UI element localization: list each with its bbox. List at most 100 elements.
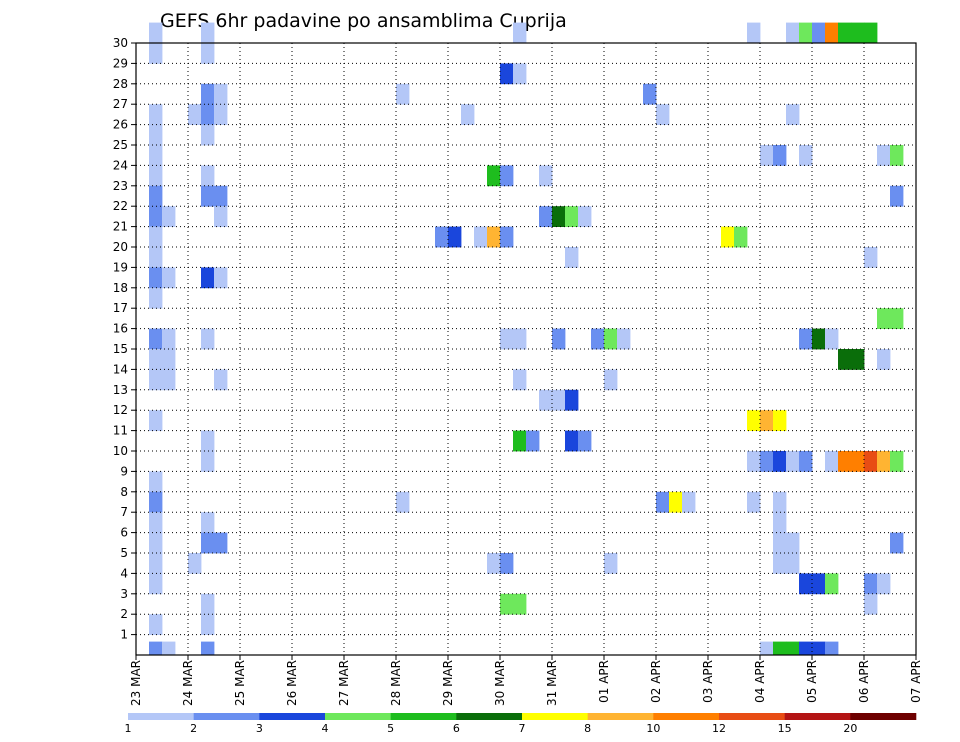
x-tick-label: 03 APR: [701, 660, 715, 703]
y-tick-label: 20: [113, 240, 128, 254]
heatmap-cell: [149, 410, 163, 431]
heatmap-cell: [760, 145, 774, 166]
legend-color-segment: [193, 713, 260, 720]
x-tick-label: 23 MAR: [129, 660, 143, 706]
heatmap-cell: [890, 451, 904, 472]
heatmap-cell: [786, 22, 800, 44]
heatmap-cell: [838, 349, 852, 370]
heatmap-cell: [396, 491, 410, 513]
heatmap-cell: [162, 349, 176, 370]
y-tick-label: 12: [113, 403, 128, 417]
heatmap-cell: [890, 532, 904, 554]
heatmap-cell: [890, 145, 904, 166]
heatmap-cell: [513, 369, 527, 391]
heatmap-cell: [786, 641, 800, 655]
legend-color-segment: [259, 713, 326, 720]
y-tick-label: 10: [113, 444, 128, 458]
heatmap-cell: [487, 226, 501, 248]
heatmap-cell: [565, 430, 579, 452]
y-tick-label: 17: [113, 301, 128, 315]
heatmap-cell: [773, 451, 787, 472]
chart-title: GEFS 6hr padavine po ansamblima Cuprija: [160, 10, 567, 32]
heatmap-cell: [539, 206, 553, 227]
heatmap-cell: [162, 641, 176, 655]
heatmap-cell: [760, 451, 774, 472]
heatmap-cell: [578, 206, 592, 227]
legend-label: 6: [453, 722, 460, 735]
heatmap-cell: [149, 512, 163, 533]
legend-label: 10: [646, 722, 660, 735]
heatmap-cell: [669, 491, 683, 513]
heatmap-cell: [799, 22, 813, 44]
legend-color-segment: [128, 713, 194, 720]
heatmap-cell: [214, 206, 228, 227]
heatmap-cell: [201, 165, 215, 187]
heatmap-cell: [149, 247, 163, 268]
y-tick-label: 19: [113, 260, 128, 274]
heatmap-cell: [890, 185, 904, 207]
heatmap-cell: [591, 328, 605, 350]
heatmap-cell: [149, 614, 163, 635]
heatmap-cell: [500, 328, 514, 350]
heatmap-cell: [201, 185, 215, 207]
heatmap-cell: [149, 124, 163, 146]
heatmap-cell: [552, 328, 566, 350]
heatmap-cell: [149, 206, 163, 227]
legend-color-segment: [719, 713, 785, 720]
heatmap-cell: [162, 328, 176, 350]
heatmap-cell: [565, 206, 579, 227]
heatmap-cell: [877, 451, 891, 472]
heatmap-cell: [552, 206, 566, 227]
x-axis-ticks: 23 MAR 24 MAR 25 MAR 26 MAR 27 MAR 28 MAR 29 M…: [129, 655, 923, 706]
heatmap-cell: [747, 491, 761, 513]
heatmap-cell: [500, 226, 514, 248]
x-tick-label: 31 MAR: [545, 660, 559, 706]
heatmap-cell: [838, 22, 852, 44]
heatmap-cell: [149, 491, 163, 513]
heatmap-cell: [773, 145, 787, 166]
y-tick-label: 16: [113, 322, 128, 336]
heatmap-cell: [149, 185, 163, 207]
heatmap-cell: [799, 641, 813, 655]
legend-label: 7: [519, 722, 526, 735]
heatmap-cell: [201, 104, 215, 125]
heatmap-cell: [773, 532, 787, 554]
heatmap-cell: [500, 165, 514, 187]
y-axis-ticks: 1234567891011121314151617181920212223242…: [113, 36, 136, 642]
x-tick-label: 02 APR: [649, 660, 663, 703]
heatmap-cell: [773, 553, 787, 574]
heatmap-cell: [539, 165, 553, 187]
y-tick-label: 29: [113, 56, 128, 70]
heatmap-cell: [214, 83, 228, 105]
heatmap-cell: [149, 641, 163, 655]
heatmap-cell: [214, 369, 228, 391]
y-tick-label: 23: [113, 179, 128, 193]
heatmap-cell: [877, 308, 891, 329]
heatmap-cell: [604, 553, 618, 574]
heatmap-cell: [786, 451, 800, 472]
heatmap-cell: [643, 83, 657, 105]
heatmap-cell: [201, 593, 215, 615]
y-tick-label: 13: [113, 383, 128, 397]
heatmap-cell: [851, 451, 865, 472]
heatmap-cell: [851, 349, 865, 370]
heatmap-cell: [552, 389, 566, 411]
heatmap-cell: [461, 104, 475, 125]
heatmap-cell: [149, 553, 163, 574]
x-tick-label: 05 APR: [805, 660, 819, 703]
heatmap-cell: [201, 328, 215, 350]
heatmap-cell: [201, 451, 215, 472]
y-tick-label: 18: [113, 281, 128, 295]
heatmap-cell: [799, 573, 813, 595]
heatmap-cell: [500, 63, 514, 85]
heatmap-cell: [214, 532, 228, 554]
y-tick-label: 21: [113, 220, 128, 234]
heatmap-cell: [487, 553, 501, 574]
heatmap-cell: [760, 410, 774, 431]
y-tick-label: 9: [120, 464, 128, 478]
heatmap-cell: [149, 287, 163, 309]
heatmap-cell: [799, 451, 813, 472]
heatmap-cell: [149, 104, 163, 125]
legend-color-segment: [390, 713, 457, 720]
heatmap-cell: [890, 308, 904, 329]
